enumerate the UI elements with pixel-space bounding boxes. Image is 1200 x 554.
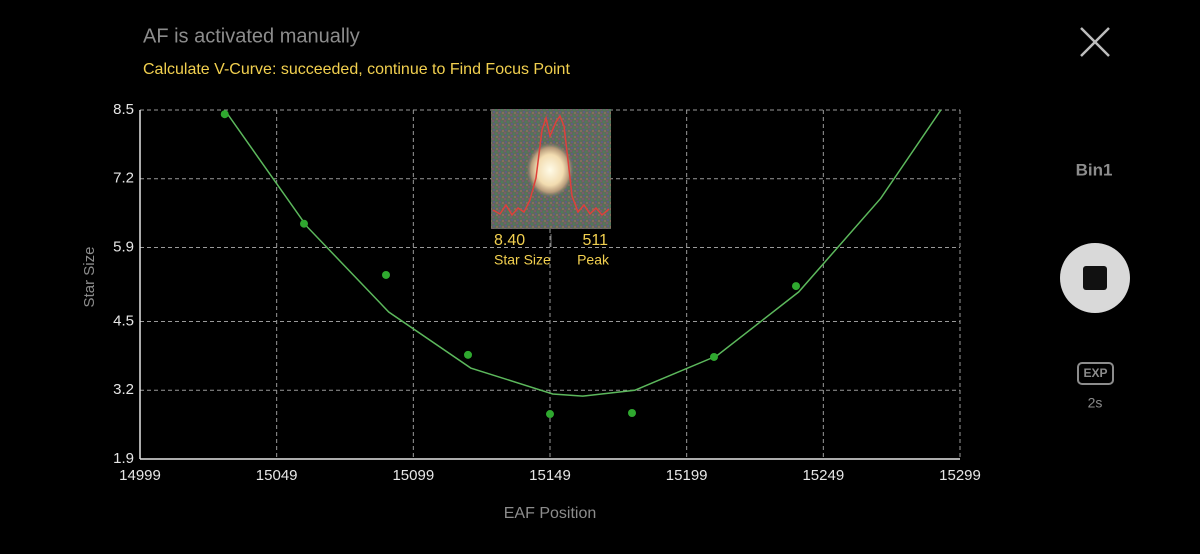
star-profile <box>492 114 610 217</box>
x-tick-label: 15199 <box>666 467 708 484</box>
data-point <box>710 352 718 361</box>
data-point <box>628 408 636 417</box>
status-text: AF is activated manually <box>143 25 360 47</box>
y-axis-label: Star Size <box>81 247 98 308</box>
x-tick-label: 14999 <box>119 467 161 484</box>
x-tick-label: 15249 <box>802 467 844 484</box>
y-tick-label: 3.2 <box>113 381 134 398</box>
data-point <box>220 110 229 119</box>
y-tick-label: 8.5 <box>113 101 134 118</box>
x-tick-label: 15049 <box>256 467 298 484</box>
peak-label: Peak <box>577 252 610 268</box>
bin-button[interactable]: Bin1 <box>1076 160 1113 179</box>
x-tick-label: 15099 <box>392 467 434 484</box>
exposure-button[interactable]: EXP 2s <box>1077 362 1114 411</box>
peak-value: 511 <box>582 232 608 249</box>
y-tick-label: 4.5 <box>113 312 134 329</box>
star-size-label: Star Size <box>494 252 551 268</box>
y-tick-label: 7.2 <box>113 170 134 187</box>
stop-icon <box>1083 266 1107 290</box>
x-axis-label: EAF Position <box>504 505 596 522</box>
exp-icon-frame <box>1077 362 1114 385</box>
y-tick-label: 5.9 <box>113 238 134 255</box>
fit-curve <box>224 109 942 397</box>
star-size-value: 8.40 <box>494 232 525 249</box>
data-point <box>382 270 390 279</box>
y-tick-label: 1.9 <box>113 450 134 467</box>
close-button[interactable] <box>1075 22 1115 62</box>
exp-icon-text: EXP <box>1083 366 1107 380</box>
stop-button[interactable] <box>1060 243 1130 313</box>
data-point <box>792 282 800 291</box>
x-tick-label: 15149 <box>529 467 571 484</box>
data-point <box>464 350 472 359</box>
star-preview: 8.40 511 Star Size Peak <box>491 109 611 268</box>
close-icon <box>1080 27 1110 57</box>
x-tick-label: 15299 <box>939 467 981 484</box>
exposure-value: 2s <box>1088 395 1103 411</box>
plot: 1.9 3.2 4.5 5.9 7.2 8.5 14999 15049 15099 15149 15… <box>81 101 981 522</box>
data-point <box>546 410 554 419</box>
message-text: Calculate V-Curve: succeeded, continue t… <box>143 61 570 78</box>
data-point <box>300 219 308 228</box>
